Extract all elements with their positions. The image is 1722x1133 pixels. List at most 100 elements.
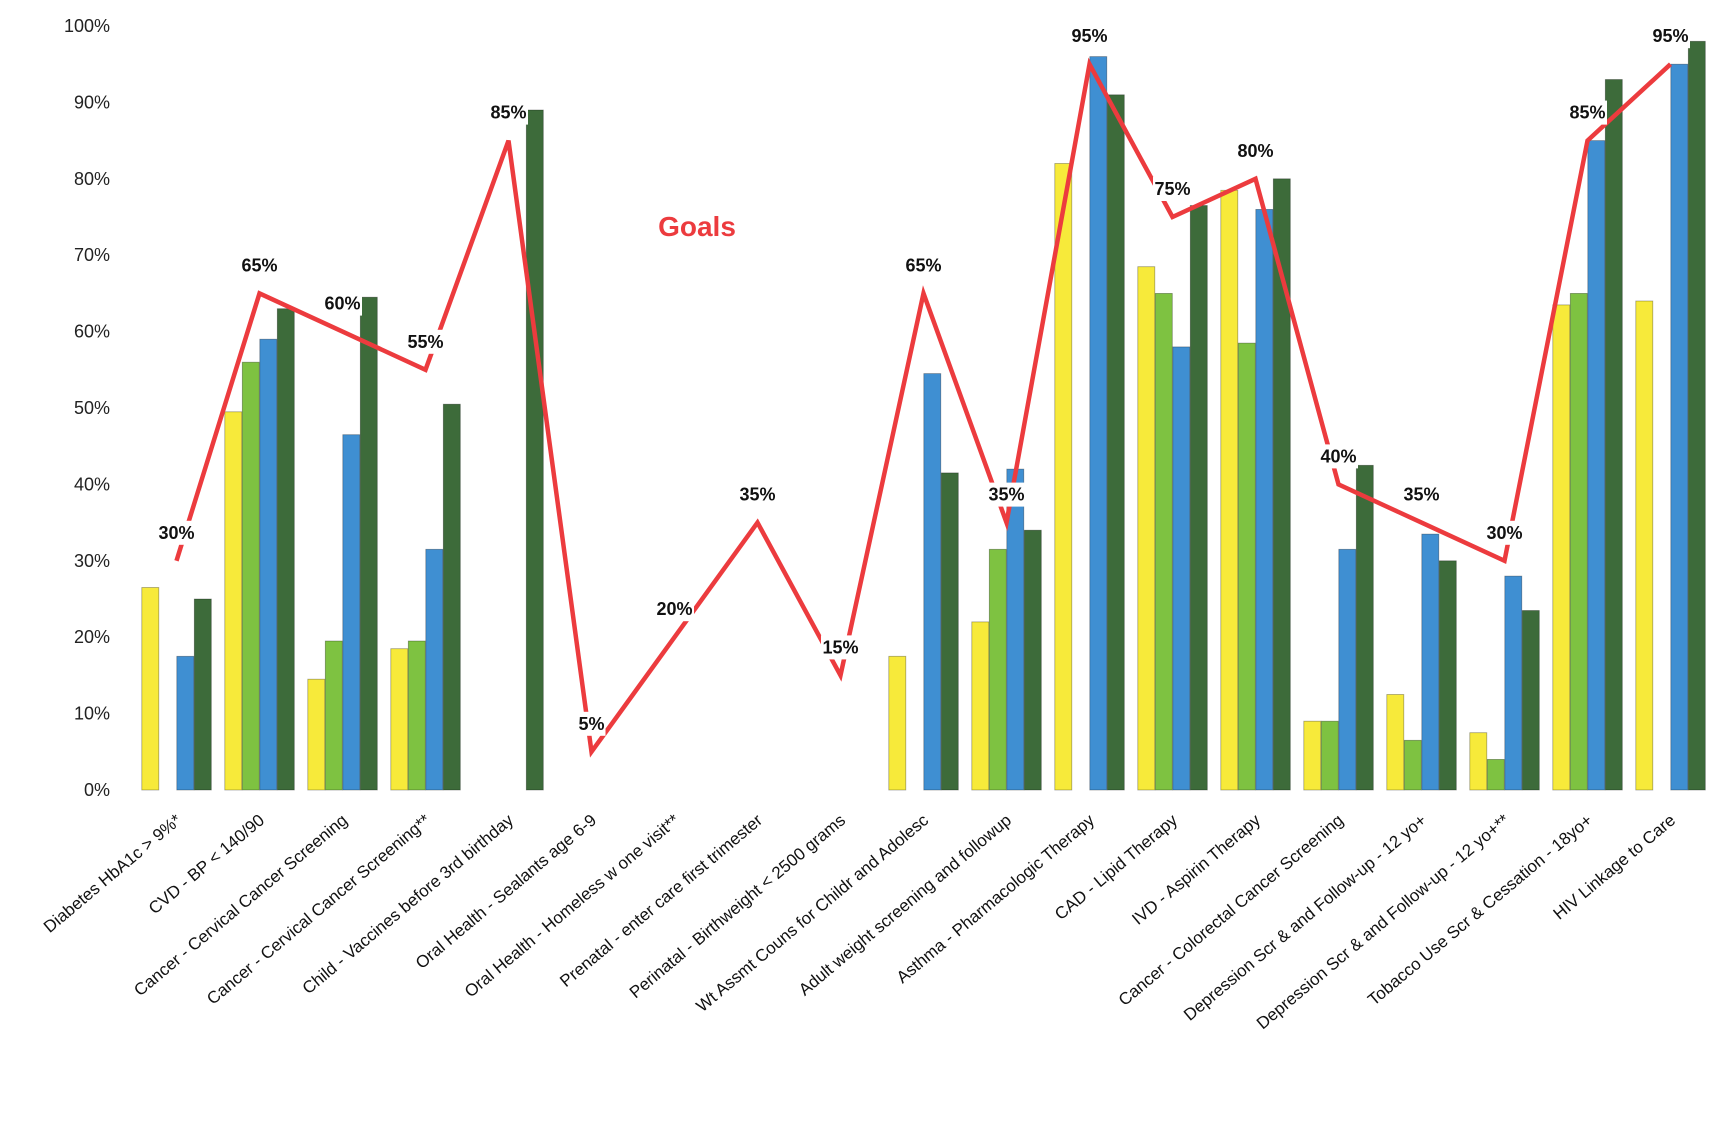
goal-data-label: 30% — [1486, 523, 1522, 543]
bar — [1172, 346, 1191, 791]
bar — [176, 655, 195, 791]
bar — [276, 308, 295, 791]
bar — [193, 598, 212, 791]
bar — [1237, 342, 1256, 791]
y-tick-label: 80% — [74, 169, 110, 189]
goal-data-label: 35% — [988, 485, 1024, 505]
bar — [324, 640, 343, 791]
bar — [390, 648, 409, 791]
goals-series-line — [174, 57, 1673, 758]
goal-label-background — [655, 597, 694, 622]
bar — [1403, 739, 1422, 791]
bar — [888, 655, 907, 791]
goal-data-label: 85% — [490, 103, 526, 123]
goal-label-background — [821, 635, 860, 660]
bar — [425, 548, 444, 791]
goal-data-label: 65% — [905, 255, 941, 275]
goal-label-background — [1568, 100, 1607, 125]
bar — [224, 411, 243, 791]
category-label: Diabetes HbA1c > 9%* — [40, 810, 185, 936]
bar — [1089, 56, 1108, 791]
y-tick-label: 70% — [74, 245, 110, 265]
y-tick-label: 60% — [74, 322, 110, 342]
x-axis-categories: Diabetes HbA1c > 9%*CVD - BP < 140/90Can… — [40, 810, 1679, 1033]
bar — [1587, 140, 1606, 791]
bar — [259, 338, 278, 791]
goal-data-label: 30% — [158, 523, 194, 543]
goal-data-label: 40% — [1320, 446, 1356, 466]
goal-label-background — [738, 482, 777, 507]
y-tick-label: 40% — [74, 474, 110, 494]
goals-title: Goals — [658, 211, 736, 242]
bar — [940, 472, 959, 791]
bar — [1469, 732, 1488, 791]
y-tick-label: 30% — [74, 551, 110, 571]
goal-data-label: 55% — [407, 332, 443, 352]
goal-labels: 30% 65% 60% 55% 85% 5% 20% 35% 15% 65% 35% 95% 75% 80… — [157, 24, 1690, 736]
bar — [1320, 720, 1339, 791]
goal-data-label: 95% — [1071, 26, 1107, 46]
goal-label-background — [1319, 444, 1358, 469]
bar — [525, 109, 544, 791]
bar — [923, 373, 942, 791]
y-tick-label: 50% — [74, 398, 110, 418]
goal-data-label: 35% — [739, 485, 775, 505]
goal-data-label: 65% — [241, 255, 277, 275]
bar — [1355, 464, 1374, 791]
bar — [307, 678, 326, 791]
goal-label-background — [1070, 24, 1109, 49]
y-tick-label: 20% — [74, 627, 110, 647]
goal-label-background — [1402, 482, 1441, 507]
y-axis-ticks: 0% 10% 20% 30% 40% 50% 60% 70% 80% 90% 100% — [64, 16, 110, 800]
bar — [1137, 266, 1156, 791]
bar — [1670, 63, 1689, 791]
bar — [1687, 40, 1706, 791]
bars-group — [141, 40, 1706, 791]
bar — [442, 403, 461, 791]
goal-data-label: 15% — [822, 637, 858, 657]
goal-label-background — [1651, 24, 1690, 49]
bar — [141, 587, 160, 791]
bar — [1220, 189, 1239, 791]
bar — [1635, 300, 1654, 791]
goal-data-label: 35% — [1403, 485, 1439, 505]
goal-label-background — [489, 100, 528, 125]
goal-data-label: 95% — [1652, 26, 1688, 46]
bar — [1154, 292, 1173, 791]
bar — [342, 434, 361, 791]
bar — [1604, 79, 1623, 791]
y-tick-label: 90% — [74, 92, 110, 112]
goal-label-background — [904, 253, 943, 278]
bar — [407, 640, 426, 791]
goal-data-label: 60% — [324, 294, 360, 314]
bar — [1504, 575, 1523, 791]
y-tick-label: 100% — [64, 16, 110, 36]
goal-data-label: 75% — [1154, 179, 1190, 199]
goal-label-background — [406, 329, 445, 354]
bar — [1255, 208, 1274, 791]
goal-data-label: 5% — [578, 714, 604, 734]
goal-label-background — [1485, 520, 1524, 545]
bar — [1486, 759, 1505, 791]
bar — [1338, 548, 1357, 791]
bar — [1386, 694, 1405, 791]
goal-data-label: 20% — [656, 599, 692, 619]
bar — [1521, 610, 1540, 791]
goal-label-background — [987, 482, 1026, 507]
bar — [359, 296, 378, 791]
goal-label-background — [323, 291, 362, 316]
bar — [1421, 533, 1440, 791]
bar — [1023, 529, 1042, 791]
goal-label-background — [1236, 138, 1275, 163]
bar — [1054, 163, 1073, 791]
bar — [1189, 205, 1208, 791]
y-tick-label: 0% — [84, 780, 110, 800]
bar — [1438, 560, 1457, 791]
bar — [1552, 304, 1571, 791]
goal-label-background — [157, 520, 196, 545]
goal-data-label: 85% — [1569, 103, 1605, 123]
bar — [1303, 720, 1322, 791]
goal-label-background — [1153, 177, 1192, 201]
